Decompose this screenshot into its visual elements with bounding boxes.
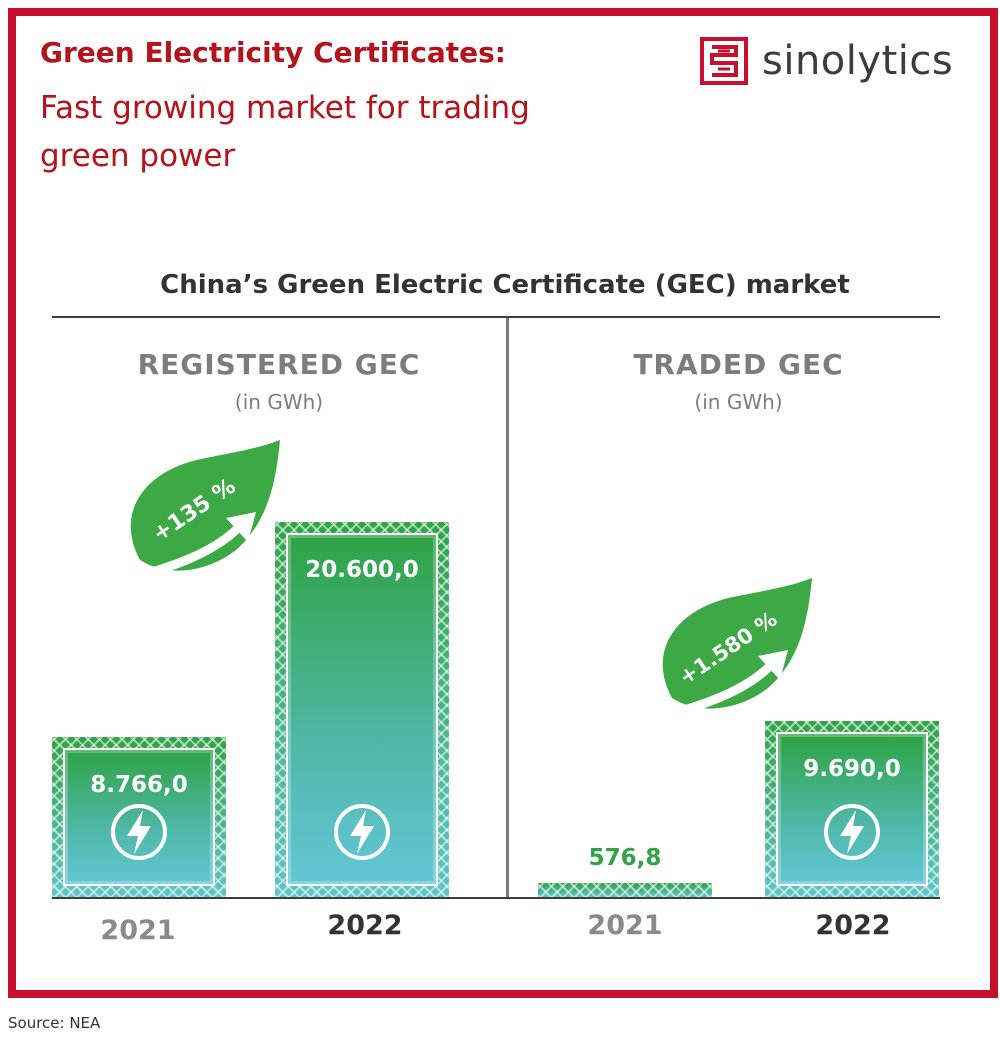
bar-registered-2022: 20.600,0	[275, 522, 449, 897]
chart-title: China’s Green Electric Certificate (GEC)…	[160, 270, 850, 300]
registered-growth-leaf: +135 %	[118, 440, 288, 583]
year-label-registered-2021: 2021	[100, 915, 176, 946]
sinolytics-logo-icon	[700, 37, 748, 85]
bar-traded-2021-value: 576,8	[588, 845, 662, 871]
registered-panel-title: REGISTERED GEC	[137, 348, 421, 381]
leaf-icon: +1.580 %	[660, 578, 812, 721]
bar-inner: 20.600,0	[286, 533, 438, 886]
year-label-traded-2022: 2022	[815, 910, 891, 941]
bar-traded-2021	[538, 883, 712, 897]
lightning-icon	[824, 804, 880, 860]
outer-frame	[8, 8, 998, 998]
year-label-registered-2022: 2022	[327, 910, 403, 941]
lightning-icon	[334, 804, 390, 860]
traded-panel-title: TRADED GEC	[633, 348, 844, 381]
bar-value-label: 20.600,0	[305, 557, 419, 583]
sinolytics-logo: sinolytics	[700, 36, 953, 86]
year-label-traded-2021: 2021	[587, 910, 663, 941]
lightning-icon	[111, 804, 167, 860]
traded-growth-leaf: +1.580 %	[650, 578, 820, 721]
bar-value-label: 8.766,0	[90, 772, 188, 798]
registered-panel-unit: (in GWh)	[234, 390, 324, 414]
page-title: Green Electricity Certificates:	[40, 36, 506, 69]
bar-value-label: 9.690,0	[803, 756, 901, 782]
bar-traded-2022: 9.690,0	[765, 721, 939, 897]
logo-wordmark: sinolytics	[762, 38, 954, 84]
top-divider	[52, 316, 940, 318]
traded-panel-unit: (in GWh)	[694, 390, 783, 414]
chart-baseline	[52, 897, 940, 899]
leaf-icon: +135 %	[128, 440, 280, 583]
page-subtitle: Fast growing market for trading green po…	[40, 90, 530, 174]
bar-inner: 9.690,0	[776, 732, 928, 886]
source-note: Source: NEA	[8, 1014, 101, 1032]
bar-registered-2021: 8.766,0	[52, 737, 226, 897]
bar-inner: 8.766,0	[63, 748, 215, 886]
panel-divider	[506, 318, 509, 898]
